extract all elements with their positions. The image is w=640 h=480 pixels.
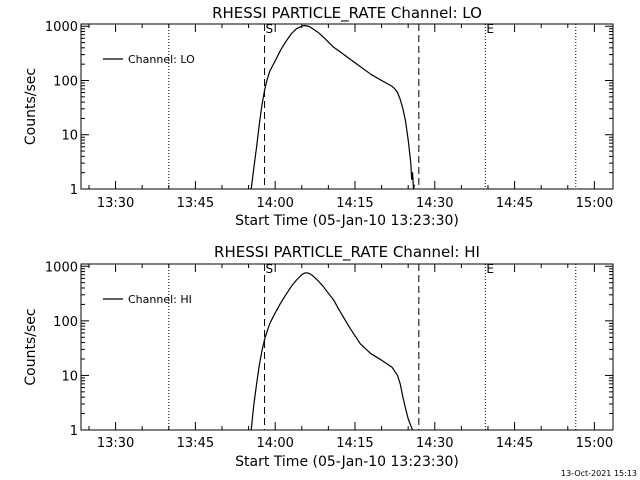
x-tick-label: 14:45 (496, 196, 533, 211)
plot-frame (80, 23, 614, 190)
x-tick-label: 13:45 (177, 196, 214, 211)
x-tick-label: 14:15 (336, 196, 373, 211)
y-tick-label: 10 (61, 369, 78, 384)
x-tick-label: 13:30 (97, 436, 134, 451)
plot-frame (80, 263, 614, 431)
x-tick-label: 14:30 (416, 436, 453, 451)
x-tick-label: 14:30 (416, 196, 453, 211)
y-tick-label: 1000 (45, 260, 78, 275)
marker-label: E (486, 22, 494, 36)
marker-label: E (486, 262, 494, 276)
legend-label: Channel: LO (128, 53, 195, 66)
marker-label: S (266, 22, 274, 36)
chart-title: RHESSI PARTICLE_RATE Channel: LO (212, 4, 482, 23)
legend-label: Channel: HI (128, 293, 192, 306)
marker-label: S (266, 262, 274, 276)
date-stamp: 13-Oct-2021 15:13 (561, 469, 637, 478)
y-tick-label: 100 (53, 315, 78, 330)
y-tick-label: 1 (70, 183, 78, 198)
series-line (250, 272, 414, 431)
series-line (250, 24, 415, 190)
y-axis-label: Counts/sec (23, 68, 39, 145)
panel-lo: RHESSI PARTICLE_RATE Channel: LO 1 10 100 10… (23, 4, 614, 229)
x-tick-label: 14:00 (256, 436, 293, 451)
x-tick-label: 13:45 (177, 436, 214, 451)
y-tick-label: 10 (61, 129, 78, 144)
y-tick-label: 100 (53, 74, 78, 89)
x-axis-label: Start Time (05-Jan-10 13:23:30) (235, 213, 459, 229)
y-tick-label: 1 (70, 424, 78, 439)
x-tick-label: 14:15 (336, 436, 373, 451)
x-tick-label: 13:30 (97, 196, 134, 211)
y-tick-label: 1000 (45, 20, 78, 35)
y-axis-label: Counts/sec (23, 308, 39, 385)
x-tick-label: 14:45 (496, 436, 533, 451)
panel-hi: RHESSI PARTICLE_RATE Channel: HI 1 10 100 10… (23, 243, 614, 470)
x-tick-label: 15:00 (576, 436, 613, 451)
x-tick-label: 15:00 (576, 196, 613, 211)
x-axis-label: Start Time (05-Jan-10 13:23:30) (235, 454, 459, 470)
x-tick-label: 14:00 (256, 196, 293, 211)
chart-title: RHESSI PARTICLE_RATE Channel: HI (214, 243, 480, 262)
